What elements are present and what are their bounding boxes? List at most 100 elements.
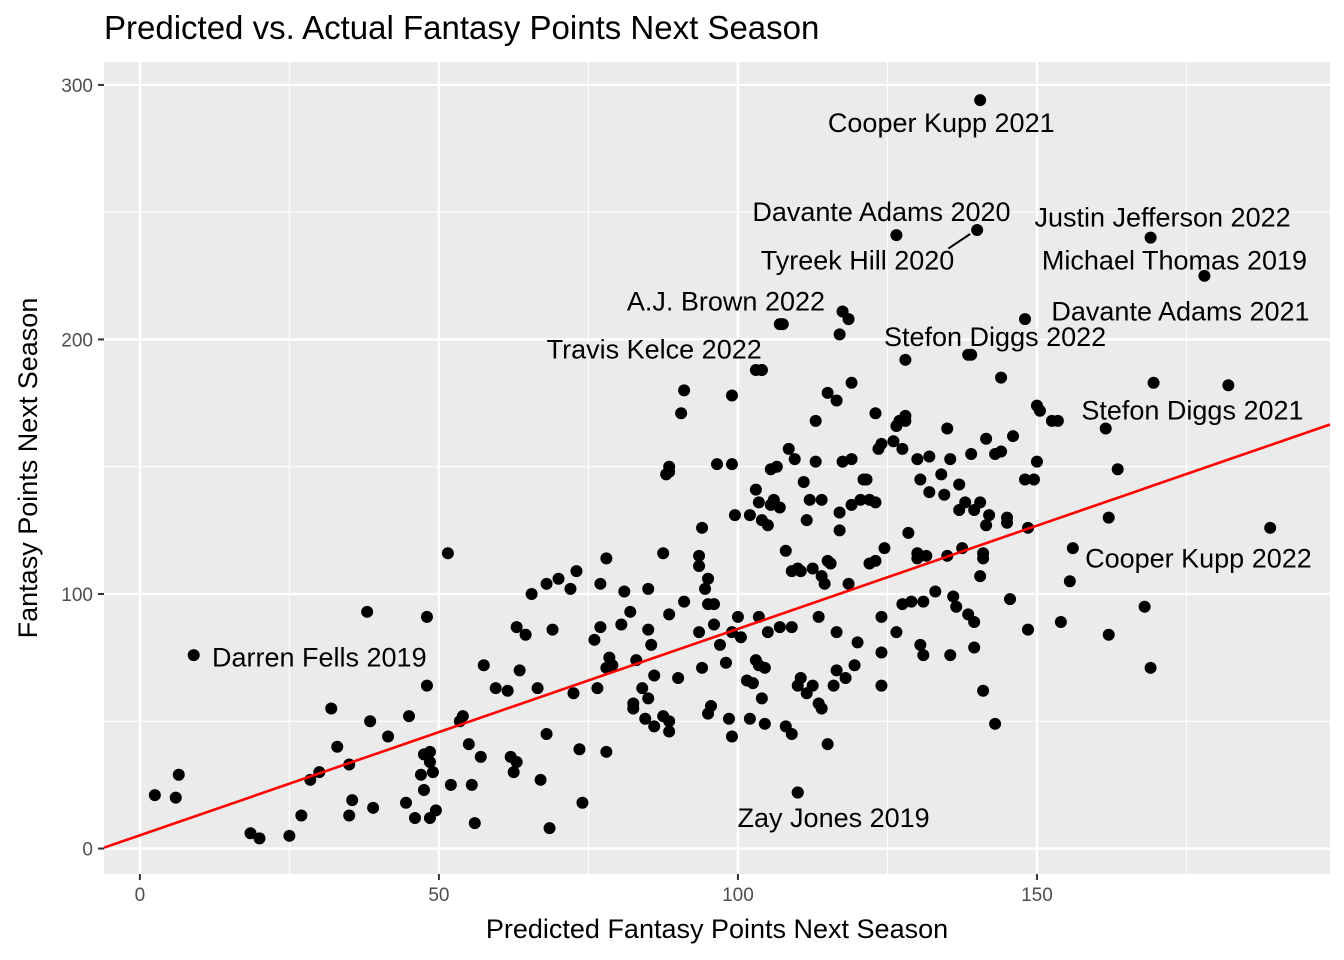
data-point — [779, 544, 792, 557]
labeled-data-point — [1264, 521, 1277, 534]
data-point — [567, 687, 580, 700]
data-point — [540, 577, 553, 590]
data-point — [806, 679, 819, 692]
data-point — [400, 796, 413, 809]
data-point — [648, 720, 661, 733]
data-point — [624, 605, 637, 618]
data-point — [1138, 600, 1151, 613]
data-point — [944, 649, 957, 662]
data-point — [1102, 511, 1115, 524]
data-point — [618, 585, 631, 598]
data-point — [534, 773, 547, 786]
data-point — [423, 745, 436, 758]
data-point — [519, 628, 532, 641]
data-point — [169, 791, 182, 804]
labeled-data-point — [773, 318, 786, 331]
data-point — [343, 809, 356, 822]
data-point — [1051, 414, 1064, 427]
data-point — [809, 455, 822, 468]
data-point — [833, 328, 846, 341]
data-point — [980, 432, 993, 445]
data-point — [325, 702, 338, 715]
data-point — [696, 521, 709, 534]
data-point — [773, 621, 786, 634]
data-point — [594, 577, 607, 590]
data-point — [968, 641, 981, 654]
data-point — [564, 582, 577, 595]
point-labels: Cooper Kupp 2021 Davante Adams 2020 Justin… — [212, 108, 1312, 833]
point-label: Tyreek Hill 2020 — [761, 246, 955, 276]
data-point — [725, 389, 738, 402]
data-point — [642, 692, 655, 705]
data-point — [920, 549, 933, 562]
data-point — [1027, 473, 1040, 486]
data-point — [800, 514, 813, 527]
data-point — [842, 577, 855, 590]
data-point — [827, 679, 840, 692]
data-point — [878, 542, 891, 555]
data-point — [833, 506, 846, 519]
data-point — [1102, 628, 1115, 641]
data-point — [1004, 593, 1017, 606]
labeled-data-point — [1198, 269, 1211, 282]
data-point — [911, 453, 924, 466]
data-point — [761, 626, 774, 639]
data-point — [917, 649, 930, 662]
data-point — [839, 672, 852, 684]
data-point — [947, 590, 960, 603]
labeled-data-point — [755, 364, 768, 376]
data-point — [510, 756, 523, 768]
data-point — [761, 519, 774, 532]
data-point — [639, 712, 652, 725]
data-point — [797, 476, 810, 488]
data-point — [417, 784, 430, 796]
data-point — [588, 633, 601, 646]
y-tick-label: 0 — [82, 840, 93, 861]
data-point — [699, 582, 712, 595]
data-point — [782, 442, 795, 455]
data-point — [489, 682, 502, 695]
data-point — [705, 700, 718, 712]
data-point — [408, 812, 421, 824]
data-point — [361, 605, 374, 618]
x-tick-label: 50 — [428, 885, 449, 906]
y-tick-label: 300 — [61, 76, 93, 97]
data-point — [968, 616, 981, 628]
data-point — [848, 659, 861, 672]
data-point — [851, 636, 864, 649]
data-point — [600, 745, 613, 758]
data-point — [923, 450, 936, 463]
label-connector — [947, 233, 971, 250]
data-point — [977, 552, 990, 565]
data-point — [788, 453, 801, 466]
data-point — [929, 585, 942, 598]
data-point — [950, 600, 963, 613]
data-point — [989, 717, 1002, 730]
data-point — [749, 483, 762, 496]
data-point — [938, 488, 951, 501]
data-point — [974, 570, 987, 583]
data-point — [636, 682, 649, 695]
data-point — [462, 738, 475, 751]
data-point — [953, 478, 966, 491]
data-point — [148, 789, 161, 802]
point-label: Michael Thomas 2019 — [1042, 246, 1307, 276]
data-point — [977, 684, 990, 697]
data-point — [711, 458, 723, 471]
data-point — [818, 577, 831, 590]
labeled-data-point — [791, 786, 804, 799]
point-label: Travis Kelce 2022 — [547, 335, 762, 365]
data-point — [543, 822, 556, 835]
point-label: Cooper Kupp 2022 — [1085, 543, 1312, 573]
data-point — [821, 386, 834, 399]
data-point — [606, 659, 619, 672]
data-point — [591, 682, 604, 695]
data-point — [615, 618, 628, 631]
major-gridlines — [104, 62, 1330, 874]
chart-title: Predicted vs. Actual Fantasy Points Next… — [104, 9, 819, 46]
data-point — [845, 498, 858, 511]
data-point — [899, 353, 912, 366]
labeled-data-point — [187, 649, 200, 662]
data-point — [672, 672, 685, 684]
